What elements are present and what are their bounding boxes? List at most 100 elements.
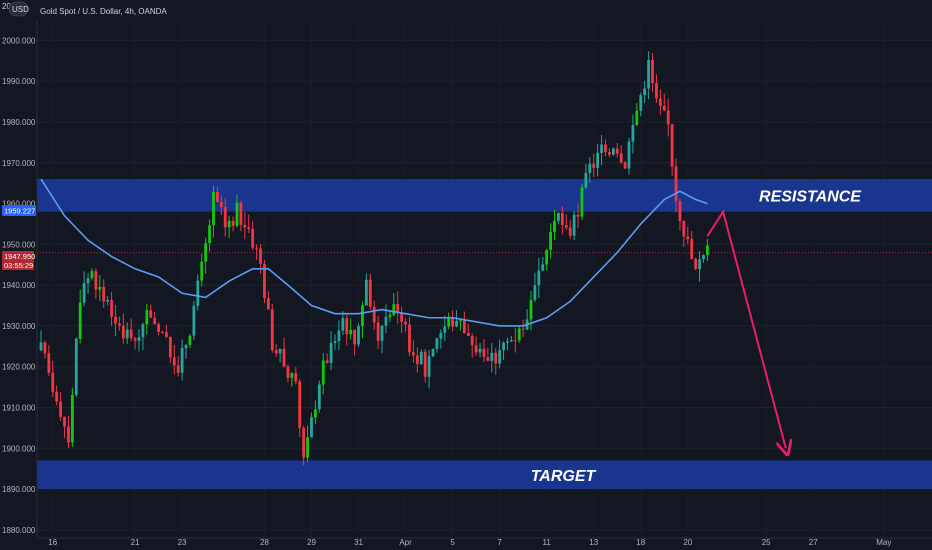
candle-body	[98, 286, 102, 290]
x-tick-label: Apr	[399, 538, 412, 547]
candle-body	[470, 336, 474, 346]
candle-body	[462, 320, 466, 334]
candle-body	[361, 305, 364, 327]
candle-body	[59, 401, 62, 417]
ma-badge-value: 1959.227	[4, 207, 35, 216]
candle-body	[337, 330, 341, 342]
candle-body	[494, 352, 498, 364]
candle-body	[114, 316, 117, 324]
candle-body	[702, 255, 705, 260]
y-tick-label: 1970.000	[2, 159, 36, 168]
candle-body	[415, 355, 419, 365]
candle-body	[670, 124, 674, 167]
y-tick-label: 1900.000	[2, 444, 36, 453]
candle-body	[196, 280, 200, 306]
candle-body	[251, 228, 255, 248]
candle-body	[325, 360, 329, 363]
candle-body	[443, 326, 447, 333]
y-tick-label: 1920.000	[2, 363, 36, 372]
candle-body	[490, 352, 494, 361]
x-tick-label: 27	[809, 538, 818, 547]
y-tick-label: 1960.000	[2, 200, 36, 209]
candle-body	[678, 200, 682, 221]
candle-body	[592, 163, 596, 168]
zone-labels: RESISTANCE TARGET	[531, 188, 863, 484]
candle-body	[51, 372, 55, 392]
candle-body	[364, 279, 368, 306]
candle-body	[568, 227, 572, 236]
x-tick-label: 7	[497, 538, 502, 547]
candles	[39, 51, 709, 466]
y-axis[interactable]: 1880.000 1890.000 1900.000 1910.000 1920.000…	[2, 20, 38, 538]
candle-body	[674, 166, 678, 201]
candle-body	[192, 305, 196, 336]
candle-body	[263, 263, 266, 299]
candle-body	[180, 348, 184, 373]
candle-body	[86, 278, 90, 284]
candle-body	[600, 144, 603, 153]
candle-body	[478, 348, 482, 353]
candle-body	[176, 365, 180, 373]
candle-body	[694, 258, 698, 270]
x-tick-label: 31	[354, 538, 363, 547]
candle-body	[235, 202, 239, 226]
candle-body	[533, 285, 537, 301]
y-tick-label: 1950.000	[2, 240, 36, 249]
candle-body	[647, 59, 650, 89]
candle-body	[121, 325, 125, 339]
x-tick-label: 28	[260, 538, 269, 547]
candle-body	[106, 299, 110, 302]
candle-body	[658, 98, 662, 106]
top-axis-label: 20	[2, 2, 11, 11]
x-tick-label: 21	[131, 538, 140, 547]
candle-body	[682, 220, 686, 237]
candle-body	[282, 348, 286, 367]
candle-body	[639, 95, 643, 111]
candle-body	[529, 300, 533, 320]
candle-body	[204, 243, 208, 262]
candle-body	[541, 264, 545, 271]
candle-body	[216, 192, 219, 202]
candle-body	[200, 261, 204, 281]
candle-body	[137, 337, 141, 341]
candle-body	[168, 337, 172, 358]
candle-body	[157, 324, 160, 332]
candle-body	[184, 344, 188, 349]
candle-body	[604, 144, 607, 153]
zone-target	[37, 460, 932, 490]
candle-body	[635, 110, 639, 125]
x-tick-label: May	[876, 538, 891, 547]
candle-body	[239, 202, 243, 225]
candle-body	[517, 328, 521, 341]
x-tick-label: 5	[450, 538, 455, 547]
ma-badge	[2, 205, 36, 216]
y-tick-label: 1890.000	[2, 485, 36, 494]
candle-body	[466, 333, 470, 337]
candle-body	[557, 213, 560, 221]
candle-body	[314, 409, 317, 418]
candle-body	[63, 416, 66, 427]
price-badge	[2, 251, 34, 270]
candle-body	[145, 310, 149, 325]
candle-body	[208, 225, 211, 244]
candle-body	[690, 239, 694, 259]
candle-body	[153, 317, 157, 325]
y-tick-label: 1980.000	[2, 118, 36, 127]
candle-body	[686, 236, 690, 240]
x-tick-label: 11	[543, 538, 552, 547]
candle-body	[564, 225, 568, 228]
candle-body	[455, 320, 458, 327]
candle-body	[294, 373, 298, 382]
candle-body	[553, 220, 556, 232]
candle-body	[227, 220, 231, 228]
candle-body	[435, 338, 439, 349]
x-axis[interactable]: 16 21 23 28 29 31 Apr 5 7 11 13 18 20 25 27 May	[37, 537, 932, 547]
candle-body	[317, 384, 321, 410]
candle-body	[572, 214, 576, 236]
candle-body	[165, 332, 168, 338]
y-tick-label: 2000.000	[2, 36, 36, 45]
candle-body	[39, 342, 43, 351]
candle-body	[439, 332, 443, 339]
candle-body	[447, 317, 451, 327]
